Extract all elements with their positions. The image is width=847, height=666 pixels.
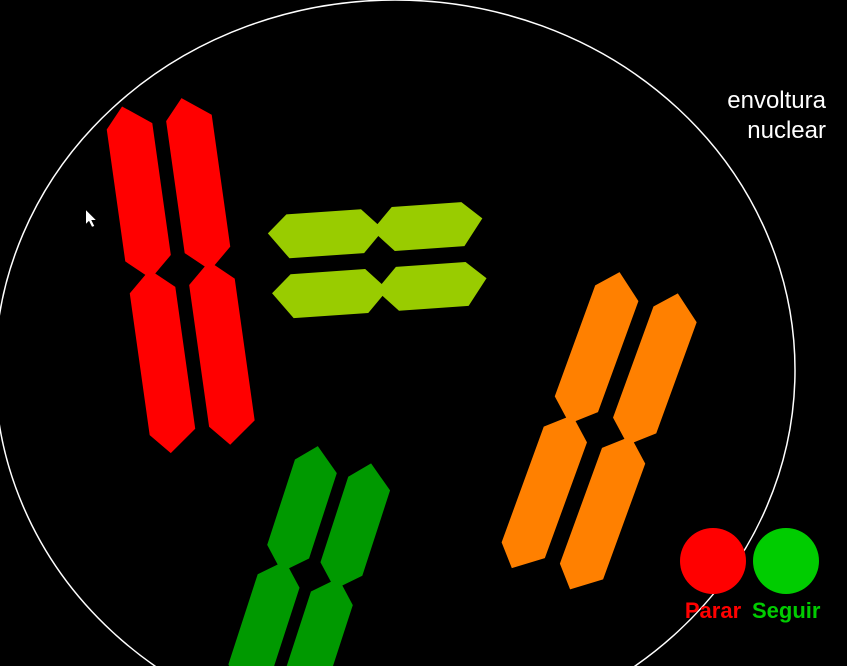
control-stop-label[interactable]: Parar <box>685 598 741 624</box>
chromatid-lime-right <box>271 261 489 320</box>
chromosome-red <box>104 94 258 455</box>
chromosome-green <box>222 441 396 666</box>
control-go-button[interactable] <box>753 528 819 594</box>
control-stop-button[interactable] <box>680 528 746 594</box>
playback-controls: Parar Seguir <box>680 528 820 624</box>
chromatid-lime-left <box>267 201 485 260</box>
control-go[interactable]: Seguir <box>752 528 820 624</box>
chromosome-lime <box>267 201 489 320</box>
chromosome-orange <box>495 266 704 599</box>
control-stop[interactable]: Parar <box>680 528 746 624</box>
nuclear-envelope-label: envoltura nuclear <box>727 86 826 146</box>
control-go-label[interactable]: Seguir <box>752 598 820 624</box>
envelope-label-line2: nuclear <box>747 117 826 144</box>
envelope-label-line1: envoltura <box>727 87 826 114</box>
